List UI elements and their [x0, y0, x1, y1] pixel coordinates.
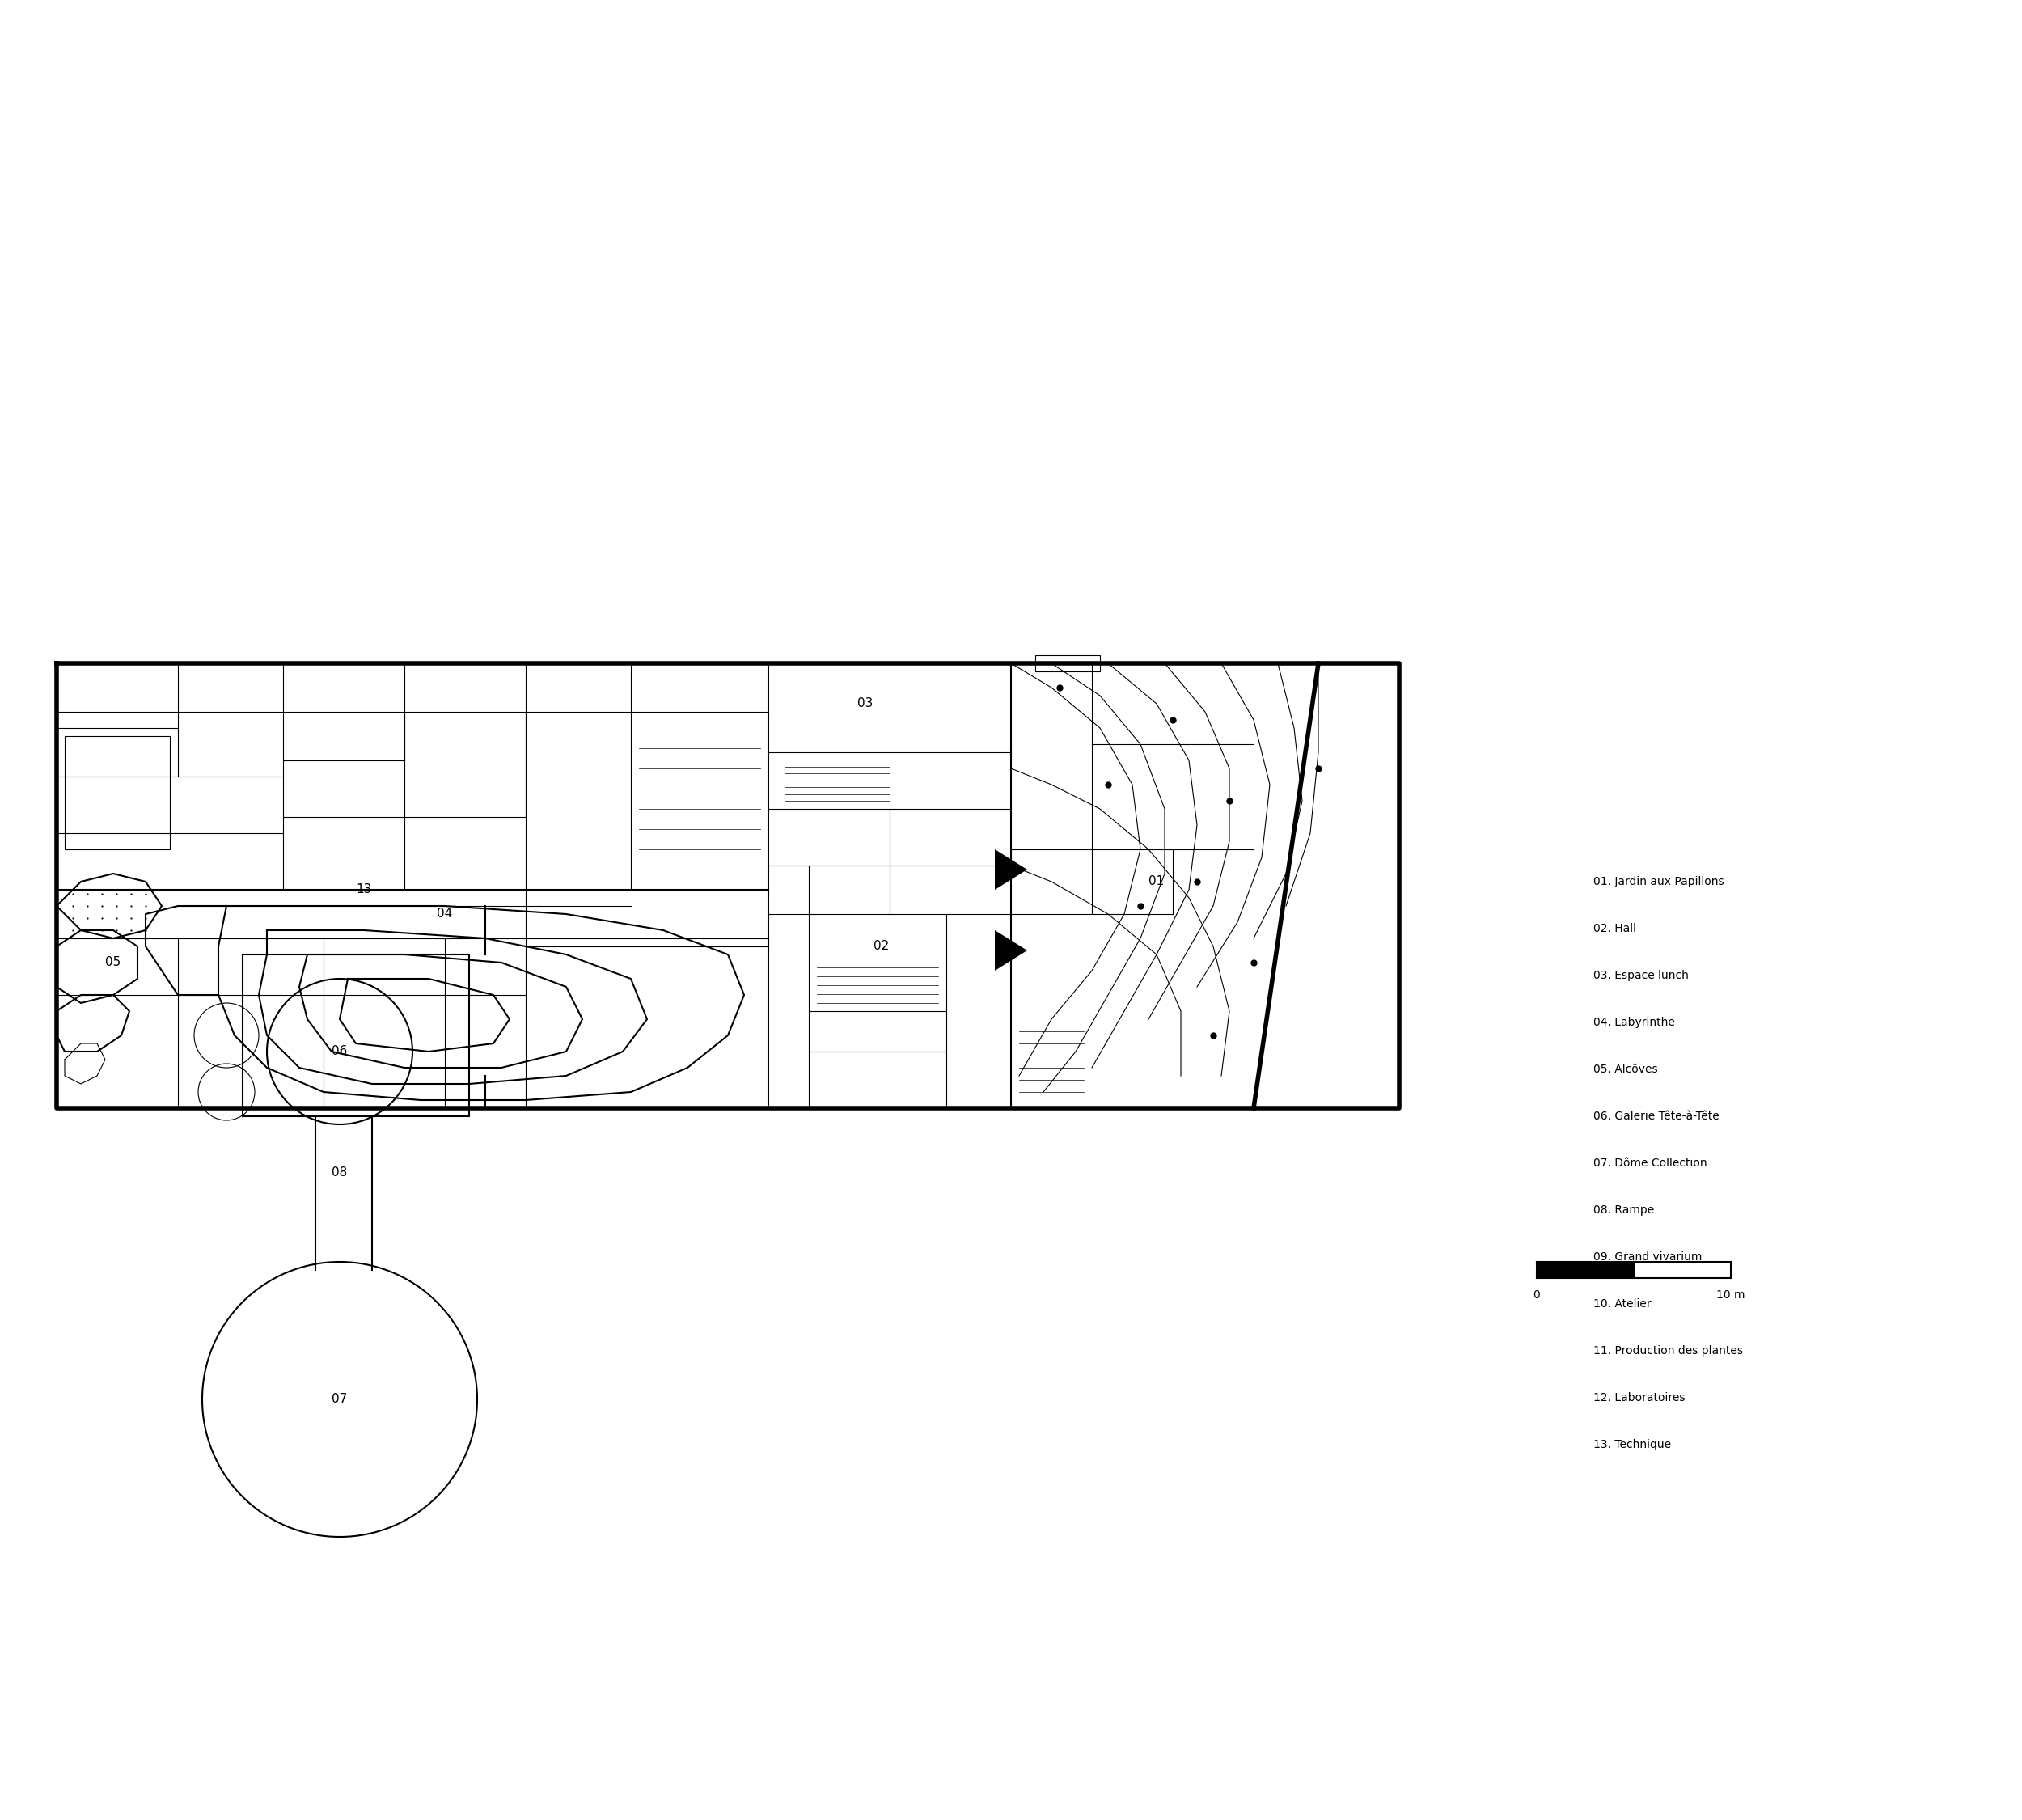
Text: 06. Galerie Tête-à-Tête: 06. Galerie Tête-à-Tête [1593, 1110, 1719, 1121]
Polygon shape [995, 850, 1027, 890]
Text: 02. Hall: 02. Hall [1593, 923, 1636, 934]
Text: 04. Labyrinthe: 04. Labyrinthe [1593, 1017, 1674, 1028]
Text: 03: 03 [857, 697, 874, 710]
Text: 02: 02 [874, 941, 890, 952]
Text: 09. Grand vivarium: 09. Grand vivarium [1593, 1252, 1703, 1263]
Text: 10 m: 10 m [1717, 1289, 1745, 1301]
Text: 01. Jardin aux Papillons: 01. Jardin aux Papillons [1593, 875, 1725, 888]
Text: 12. Laboratoires: 12. Laboratoires [1593, 1392, 1684, 1403]
Text: 01: 01 [1148, 875, 1165, 888]
Text: 07. Dôme Collection: 07. Dôme Collection [1593, 1158, 1707, 1168]
Bar [243, 954, 469, 1116]
Text: 03. Espace lunch: 03. Espace lunch [1593, 970, 1688, 981]
Text: 0: 0 [1533, 1289, 1541, 1301]
Text: 05: 05 [105, 957, 121, 968]
Text: 11. Production des plantes: 11. Production des plantes [1593, 1345, 1743, 1356]
Text: 05. Alcôves: 05. Alcôves [1593, 1063, 1658, 1076]
Text: 13. Technique: 13. Technique [1593, 1440, 1670, 1451]
Text: 13: 13 [356, 885, 372, 895]
Text: 08: 08 [332, 1167, 348, 1179]
Text: 08. Rampe: 08. Rampe [1593, 1205, 1654, 1216]
Bar [1537, 1261, 1634, 1278]
Polygon shape [995, 930, 1027, 970]
Bar [1035, 655, 1100, 672]
Text: 04: 04 [437, 908, 453, 921]
Text: 06: 06 [332, 1045, 348, 1057]
Text: 10. Atelier: 10. Atelier [1593, 1298, 1652, 1310]
Text: 07: 07 [332, 1394, 348, 1405]
Bar [65, 735, 170, 850]
